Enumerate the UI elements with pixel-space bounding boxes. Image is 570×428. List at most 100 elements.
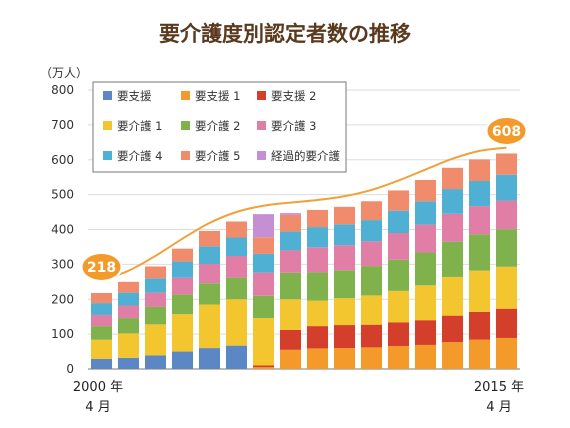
- bar-segment: [117, 357, 140, 369]
- bar-segment: [171, 261, 194, 278]
- legend-label: 要支援 1: [195, 89, 240, 103]
- bar-segment: [279, 299, 302, 330]
- bar-segment: [117, 305, 140, 319]
- trend-line: [101, 146, 507, 282]
- bar-segment: [387, 210, 410, 233]
- bar-segment: [225, 299, 248, 346]
- bar-segment: [198, 283, 221, 305]
- bar-segment: [198, 230, 221, 247]
- bar-segment: [333, 224, 356, 246]
- bar-segment: [279, 329, 302, 350]
- bar-segment: [306, 247, 329, 273]
- bar-segment: [252, 295, 275, 319]
- bar-segment: [468, 339, 491, 369]
- bar-segment: [495, 174, 518, 201]
- bar-segment: [225, 221, 248, 238]
- bar-segment: [468, 234, 491, 271]
- bar-segment: [306, 348, 329, 369]
- callout-label: 218: [87, 260, 116, 276]
- bar-segment: [144, 355, 167, 369]
- y-tick-label: 200: [51, 292, 74, 306]
- bar-segment: [117, 292, 140, 306]
- x-axis-labels: 2000 年 4 月 2015 年 4 月: [73, 380, 524, 415]
- bar-segment: [90, 303, 113, 315]
- legend-label: 要介護 1: [117, 119, 162, 133]
- bar-segment: [360, 241, 383, 267]
- bar-segment: [90, 358, 113, 369]
- bar-segment: [306, 209, 329, 228]
- bar-segment: [441, 167, 464, 190]
- x-start-label-line1: 2000 年: [73, 380, 123, 395]
- y-tick-label: 400: [51, 223, 74, 237]
- y-tick-label: 300: [51, 257, 74, 271]
- bar-segment: [252, 272, 275, 296]
- bar-segment: [387, 322, 410, 346]
- x-end-label-line2: 4 月: [486, 400, 511, 415]
- bar-segment: [441, 213, 464, 242]
- bar-segment: [441, 189, 464, 214]
- bar-segment: [90, 314, 113, 327]
- bar-segment: [414, 179, 437, 202]
- bar-segment: [252, 214, 275, 238]
- x-start-label-line2: 4 月: [85, 400, 110, 415]
- bar-segment: [414, 285, 437, 321]
- bar-segment: [495, 153, 518, 175]
- bar-segment: [171, 351, 194, 369]
- bar-segment: [144, 266, 167, 279]
- bar-segment: [144, 278, 167, 293]
- bar-segment: [441, 276, 464, 316]
- bar-segment: [252, 318, 275, 366]
- legend-label: 経過的要介護: [271, 149, 340, 163]
- bar-segment: [306, 326, 329, 349]
- bar-segment: [225, 345, 248, 369]
- bar-segment: [468, 206, 491, 235]
- y-tick-label: 600: [51, 153, 74, 167]
- bar-segment: [90, 339, 113, 359]
- bar-segment: [495, 266, 518, 309]
- y-tick-label: 500: [51, 188, 74, 202]
- bar-segment: [387, 345, 410, 369]
- bar-segment: [279, 250, 302, 273]
- callout-oval: [80, 251, 123, 282]
- y-tick-label: 800: [51, 83, 74, 97]
- legend-box: [92, 81, 347, 173]
- bar-segment: [360, 220, 383, 242]
- bar-segment: [279, 214, 302, 232]
- bar-segment: [117, 318, 140, 334]
- bar-segment: [171, 314, 194, 352]
- bar-segment: [279, 213, 302, 215]
- y-tick-label: 0: [66, 362, 74, 376]
- bar-segment: [333, 206, 356, 225]
- bar-segment: [495, 308, 518, 338]
- bar-segment: [414, 344, 437, 369]
- bar-segment: [360, 201, 383, 221]
- legend-swatch: [257, 151, 266, 160]
- bar-segment: [414, 320, 437, 345]
- bar-segment: [468, 181, 491, 207]
- bar-segment: [252, 367, 275, 369]
- legend-label: 要支援 2: [271, 89, 316, 103]
- bar-segment: [387, 290, 410, 323]
- bar-segment: [387, 190, 410, 211]
- bar-segment: [198, 348, 221, 369]
- bar-segment: [468, 270, 491, 312]
- bar-segment: [468, 159, 491, 182]
- legend-swatch: [103, 151, 112, 160]
- bar-segment: [441, 241, 464, 277]
- bar-segment: [441, 315, 464, 343]
- legend-label: 要支援: [117, 89, 152, 103]
- bar-segment: [414, 252, 437, 286]
- bar-segment: [144, 324, 167, 356]
- bar-segment: [198, 246, 221, 265]
- bar-segment: [441, 342, 464, 369]
- bar-segment: [333, 325, 356, 349]
- bar-segment: [360, 347, 383, 369]
- legend-swatch: [257, 121, 266, 130]
- bar-segment: [495, 337, 518, 369]
- bar-segment: [495, 200, 518, 230]
- legend-swatch: [181, 91, 190, 100]
- bar-segment: [252, 237, 275, 254]
- bar-segment: [252, 365, 275, 368]
- bar-segment: [414, 201, 437, 225]
